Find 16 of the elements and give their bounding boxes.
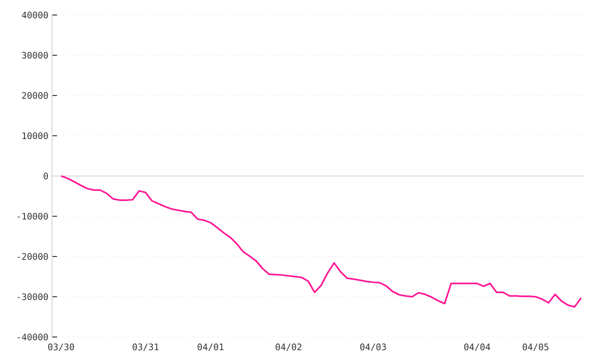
y-tick-label: 30000 bbox=[22, 52, 48, 59]
x-tick-label: 04/03 bbox=[360, 344, 386, 352]
y-tick-label: 10000 bbox=[22, 132, 48, 140]
x-tick-label: 04/04 bbox=[464, 344, 490, 352]
y-tick-label: 20000 bbox=[22, 92, 48, 99]
y-tick-label: -20000 bbox=[18, 253, 48, 260]
x-tick-label: 03/30 bbox=[48, 344, 74, 352]
y-tick-label: -10000 bbox=[18, 212, 48, 220]
y-tick-label: -30000 bbox=[18, 293, 48, 300]
x-tick-label: 04/05 bbox=[522, 344, 548, 352]
x-tick-label: 04/01 bbox=[198, 344, 224, 352]
y-tick-label: -40000 bbox=[18, 334, 48, 340]
y-tick-label: 40000 bbox=[22, 12, 48, 18]
x-tick-label: 03/31 bbox=[132, 344, 158, 352]
x-tick-label: 04/02 bbox=[276, 344, 302, 352]
y-tick-label: 0 bbox=[44, 172, 48, 180]
